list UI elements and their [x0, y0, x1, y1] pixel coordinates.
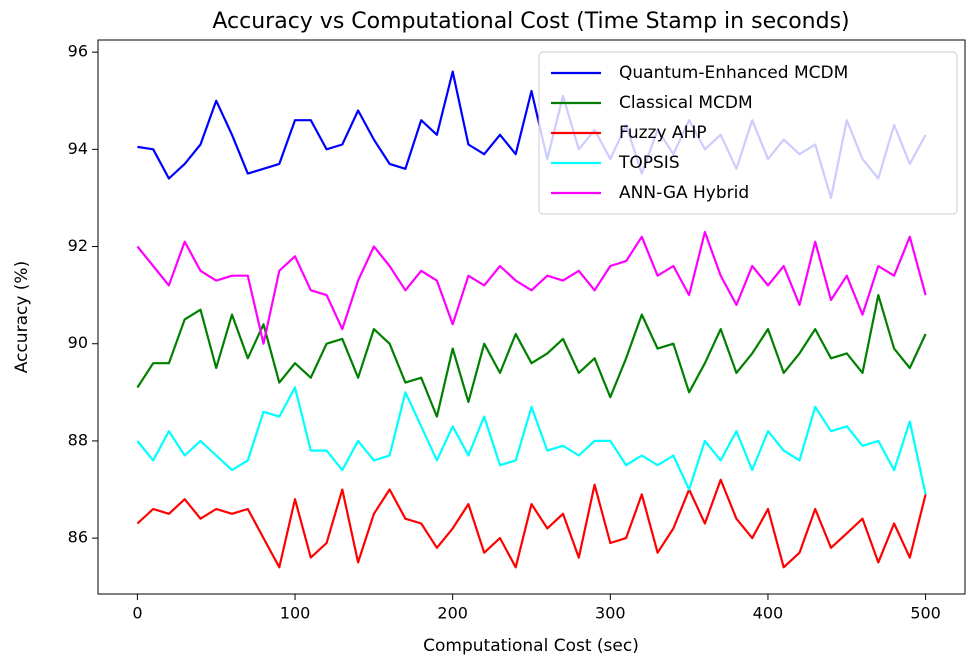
y-tick-label: 96: [68, 42, 88, 61]
series-line: [136, 478, 927, 569]
legend-label: ANN-GA Hybrid: [619, 183, 749, 203]
legend-label: Fuzzy AHP: [619, 123, 707, 143]
y-tick-label: 92: [68, 236, 88, 255]
legend-label: TOPSIS: [618, 153, 680, 173]
y-tick-label: 86: [68, 528, 88, 547]
x-tick-label: 500: [910, 604, 941, 623]
x-tick-label: 300: [595, 604, 626, 623]
series-line: [136, 230, 927, 345]
series-line: [136, 294, 927, 418]
y-axis-label: Accuracy (%): [12, 261, 32, 373]
x-axis-label: Computational Cost (sec): [423, 636, 639, 656]
plot-frame: [97, 39, 966, 595]
x-tick-label: 200: [437, 604, 468, 623]
chart-title: Accuracy vs Computational Cost (Time Sta…: [212, 9, 849, 34]
legend-label: Classical MCDM: [619, 93, 753, 113]
x-tick-label: 400: [753, 604, 784, 623]
x-tick-label: 0: [132, 604, 142, 623]
legend-box: [538, 51, 958, 215]
legend-label: Quantum-Enhanced MCDM: [619, 63, 848, 83]
y-tick-label: 88: [68, 430, 88, 449]
y-tick-label: 90: [68, 333, 88, 352]
x-tick-label: 100: [280, 604, 311, 623]
y-tick-label: 94: [68, 139, 88, 158]
series-line: [136, 386, 927, 495]
